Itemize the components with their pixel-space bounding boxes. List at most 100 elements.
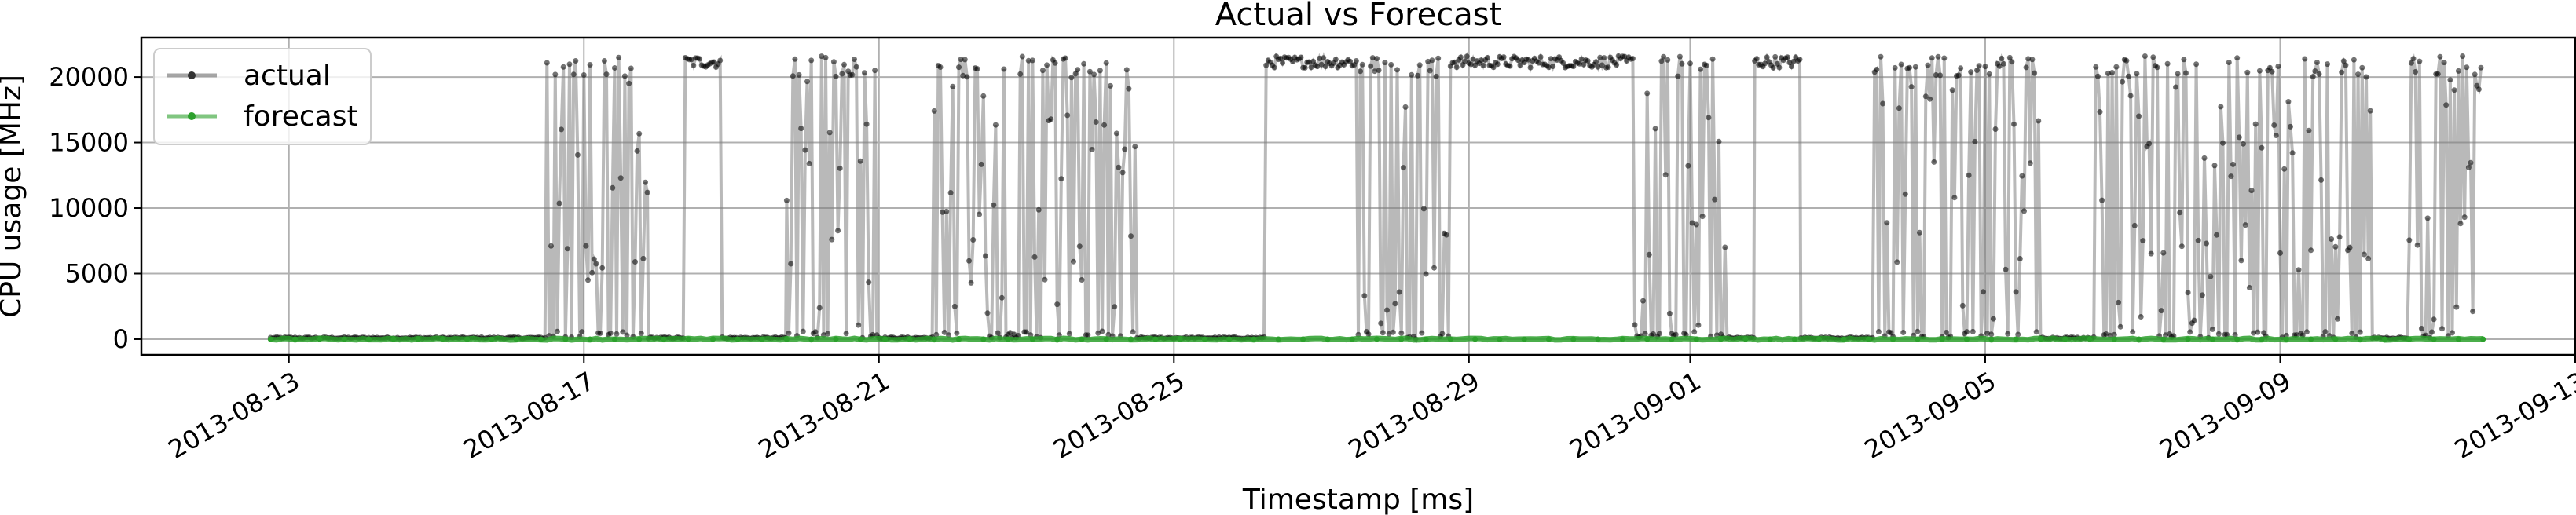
actual-point <box>1966 172 1972 178</box>
actual-point <box>2094 73 2101 79</box>
actual-point <box>1132 144 1138 150</box>
actual-point <box>2111 331 2117 338</box>
actual-point <box>1321 55 1327 61</box>
actual-point <box>2457 221 2464 227</box>
actual-point <box>1302 64 1308 71</box>
actual-point <box>856 322 862 328</box>
actual-point <box>1691 329 1698 335</box>
actual-point <box>2336 234 2343 240</box>
actual-point <box>1679 60 1685 67</box>
actual-point <box>1661 53 1667 60</box>
actual-point <box>1949 87 1955 93</box>
actual-point <box>610 184 616 191</box>
actual-point <box>970 237 977 243</box>
forecast-point <box>1546 336 1552 342</box>
actual-point <box>597 331 603 336</box>
forecast-point <box>1595 336 1601 342</box>
forecast-point <box>611 336 617 342</box>
actual-point <box>1433 73 1439 79</box>
forecast-point <box>1644 336 1651 342</box>
actual-point <box>1443 232 1449 238</box>
actual-point <box>1621 53 1628 60</box>
actual-point <box>1347 58 1354 64</box>
actual-point <box>2408 60 2414 66</box>
actual-point <box>995 330 1001 336</box>
x-tick-label: 2013-09-09 <box>2154 366 2296 465</box>
actual-point <box>2236 134 2242 141</box>
forecast-point <box>489 336 495 342</box>
actual-point <box>1507 63 1513 69</box>
actual-point <box>1097 68 1103 74</box>
forecast-point <box>636 336 643 342</box>
actual-point <box>2363 74 2369 80</box>
actual-point <box>1035 206 1042 213</box>
y-tick-label: 15000 <box>49 128 129 158</box>
actual-point <box>1900 330 1907 335</box>
actual-point <box>2126 73 2131 79</box>
forecast-point <box>1521 336 1527 342</box>
actual-point <box>1908 84 1915 90</box>
actual-point <box>2154 64 2160 71</box>
actual-point <box>1099 328 1105 334</box>
actual-point <box>621 73 628 79</box>
x-tick-label: 2013-09-05 <box>1860 366 2001 465</box>
actual-point <box>1699 214 1706 220</box>
actual-point <box>2097 109 2103 115</box>
actual-point <box>1119 170 1126 176</box>
actual-point <box>1703 62 1709 68</box>
actual-point <box>804 79 810 85</box>
actual-point <box>2005 331 2011 337</box>
actual-point <box>1025 57 1031 64</box>
actual-point <box>1398 330 1405 336</box>
actual-point <box>2351 57 2357 63</box>
y-axis: 0 5000 10000 15000 20000 <box>49 62 141 354</box>
actual-point <box>1079 277 1085 283</box>
actual-point <box>812 329 819 335</box>
forecast-point <box>415 336 421 342</box>
actual-point <box>2332 243 2339 250</box>
actual-line <box>269 51 2483 344</box>
actual-point <box>573 58 579 64</box>
actual-point <box>1402 104 1409 110</box>
actual-point <box>632 259 638 265</box>
actual-point <box>800 328 806 334</box>
actual-point <box>833 73 839 79</box>
forecast-point <box>2357 336 2363 342</box>
legend-forecast-label: forecast <box>244 100 358 133</box>
actual-point <box>999 294 1005 301</box>
forecast-point <box>2480 336 2486 342</box>
actual-point <box>1081 60 1087 67</box>
actual-point <box>1453 64 1460 71</box>
actual-point <box>841 61 847 68</box>
forecast-point <box>1275 336 1281 342</box>
actual-point <box>1673 331 1679 338</box>
forecast-point <box>1152 336 1159 342</box>
forecast-point <box>1423 336 1429 342</box>
actual-point <box>2431 316 2437 323</box>
actual-point <box>954 330 960 336</box>
legend: actual forecast <box>153 48 372 145</box>
actual-point <box>1764 54 1770 60</box>
actual-point <box>2406 237 2413 243</box>
actual-point <box>1457 54 1464 60</box>
forecast-point <box>857 336 863 342</box>
actual-point <box>2105 70 2111 76</box>
actual-point <box>1601 55 1607 61</box>
x-axis: 2013-08-13 2013-08-17 2013-08-21 2013-08-25… <box>163 355 2576 465</box>
actual-point <box>1892 64 1898 71</box>
actual-point <box>2439 326 2445 332</box>
actual-point <box>1308 64 1314 71</box>
actual-point <box>2418 326 2424 331</box>
actual-point <box>2275 64 2281 69</box>
actual-point <box>1999 56 2005 61</box>
actual-point <box>2417 58 2423 64</box>
actual-point <box>587 62 593 68</box>
actual-point <box>1753 56 1760 62</box>
actual-point <box>1941 55 1948 61</box>
actual-point <box>1772 53 1779 60</box>
actual-point <box>1797 57 1803 63</box>
actual-point <box>1332 57 1339 63</box>
actual-point <box>823 54 829 60</box>
actual-point <box>1896 105 1902 111</box>
actual-point <box>1933 72 1939 78</box>
